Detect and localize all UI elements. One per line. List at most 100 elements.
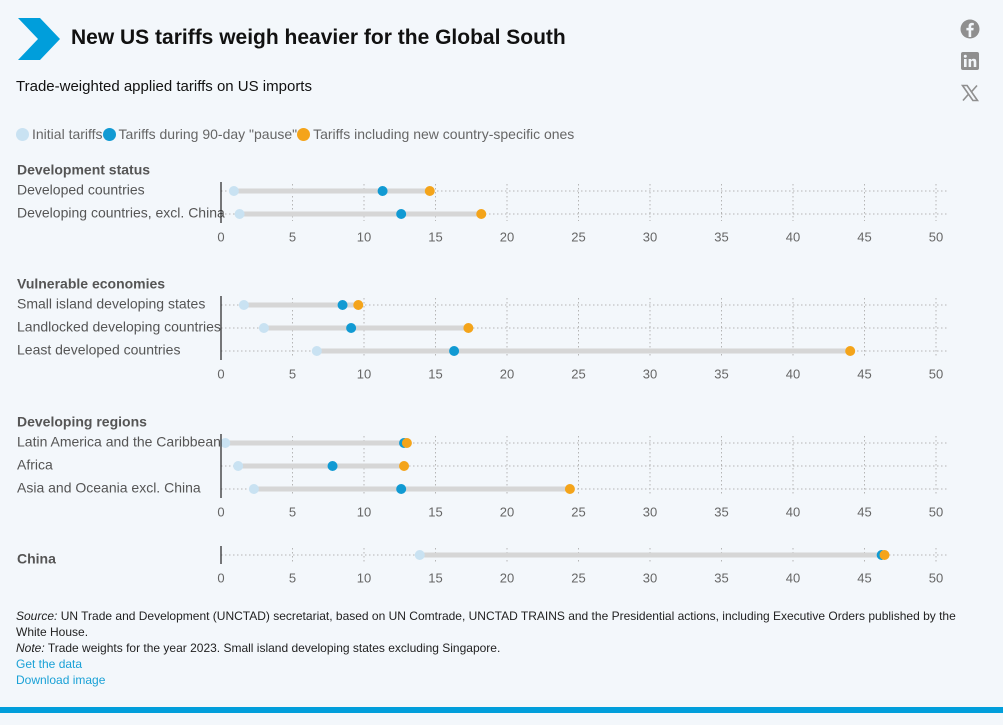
x-tick-label: 30 [643, 229, 657, 244]
note-line: Note: Trade weights for the year 2023. S… [16, 640, 976, 656]
x-tick-label: 25 [571, 570, 585, 585]
dot-initial [248, 484, 259, 494]
legend-label: Initial tariffs [32, 126, 103, 142]
source-text: UN Trade and Development (UNCTAD) secret… [16, 609, 956, 639]
dot-initial [234, 209, 245, 219]
dot-new [424, 186, 435, 196]
x-tick-label: 40 [786, 504, 800, 519]
x-tick-label: 10 [357, 504, 371, 519]
x-tick-label: 25 [571, 229, 585, 244]
x-tick-label: 35 [714, 570, 728, 585]
x-tick-label: 20 [500, 570, 514, 585]
x-tick-label: 35 [714, 229, 728, 244]
bottom-accent-bar [0, 707, 1003, 713]
dot-pause [396, 484, 407, 494]
x-tick-label: 50 [929, 229, 943, 244]
x-tick-label: 35 [714, 366, 728, 381]
x-tick-label: 0 [217, 366, 224, 381]
x-tick-label: 5 [289, 570, 296, 585]
source-line: Source: UN Trade and Development (UNCTAD… [16, 608, 976, 640]
x-tick-label: 45 [857, 366, 871, 381]
dot-initial [414, 550, 425, 560]
legend-marker-new [297, 127, 311, 141]
x-tick-label: 40 [786, 366, 800, 381]
x-tick-label: 15 [428, 229, 442, 244]
dot-initial [228, 186, 239, 196]
x-tick-label: 30 [643, 366, 657, 381]
x-tick-label: 30 [643, 504, 657, 519]
get-data-link[interactable]: Get the data [16, 657, 83, 671]
dot-initial [258, 323, 269, 333]
chart-footer: Source: UN Trade and Development (UNCTAD… [16, 608, 976, 688]
dot-initial [311, 346, 322, 356]
x-tick-label: 50 [929, 366, 943, 381]
dot-initial [233, 461, 244, 471]
legend-marker-initial [16, 127, 29, 141]
dot-pause [377, 186, 388, 196]
source-label: Source: [16, 609, 58, 623]
x-tick-label: 25 [571, 504, 585, 519]
x-tick-label: 15 [428, 570, 442, 585]
dot-initial [238, 300, 249, 310]
dot-pause [337, 300, 348, 310]
x-icon[interactable] [959, 82, 981, 104]
x-tick-label: 10 [357, 366, 371, 381]
x-tick-label: 5 [289, 504, 296, 519]
dot-new [879, 550, 890, 560]
dot-initial [220, 438, 231, 448]
row-label: Developed countries [17, 182, 145, 198]
legend-label: Tariffs including new country-specific o… [313, 126, 575, 142]
row-label: Landlocked developing countries [17, 319, 221, 335]
dot-pause [396, 209, 407, 219]
row-label: Asia and Oceania excl. China [17, 480, 201, 496]
note-label: Note: [16, 641, 45, 655]
x-tick-label: 50 [929, 570, 943, 585]
x-tick-label: 50 [929, 504, 943, 519]
x-tick-label: 10 [357, 229, 371, 244]
x-tick-label: 45 [857, 504, 871, 519]
dot-new [845, 346, 856, 356]
dot-new [399, 461, 410, 471]
legend-label: Tariffs during 90-day "pause" [118, 126, 298, 142]
dot-pause [449, 346, 460, 356]
x-tick-label: 45 [857, 229, 871, 244]
x-tick-label: 20 [500, 366, 514, 381]
dot-new [401, 438, 412, 448]
x-tick-label: 40 [786, 570, 800, 585]
dot-new [476, 209, 487, 219]
legend-item-pause: Tariffs during 90-day "pause" [102, 126, 298, 142]
dot-new [353, 300, 364, 310]
legend-item-initial: Initial tariffs [16, 126, 103, 142]
x-tick-label: 45 [857, 570, 871, 585]
x-tick-label: 0 [217, 504, 224, 519]
legend-marker-pause [102, 127, 116, 141]
x-tick-label: 0 [217, 570, 224, 585]
x-tick-label: 15 [428, 366, 442, 381]
download-image-link[interactable]: Download image [16, 673, 106, 687]
x-tick-label: 20 [500, 504, 514, 519]
dot-new [564, 484, 575, 494]
linkedin-icon[interactable] [959, 50, 981, 72]
row-label: Latin America and the Caribbean [17, 434, 221, 450]
row-label: Least developed countries [17, 342, 180, 358]
chart-legend: Initial tariffs Tariffs during 90-day "p… [16, 124, 574, 144]
chart-title: New US tariffs weigh heavier for the Glo… [71, 26, 566, 49]
chart-subtitle: Trade-weighted applied tariffs on US imp… [16, 78, 312, 95]
dot-pause [327, 461, 338, 471]
group-title: Vulnerable economies [17, 276, 165, 292]
row-label: Developing countries, excl. China [17, 205, 225, 221]
x-tick-label: 0 [217, 229, 224, 244]
x-tick-label: 40 [786, 229, 800, 244]
group-title: China [17, 551, 56, 567]
dot-pause [346, 323, 357, 333]
facebook-icon[interactable] [959, 18, 981, 40]
row-label: Africa [17, 457, 53, 473]
group-title: Development status [17, 162, 150, 178]
group-title: Developing regions [17, 414, 147, 430]
x-tick-label: 5 [289, 366, 296, 381]
dumbbell-chart: Development status Developed countries Dev… [17, 162, 948, 585]
note-text: Trade weights for the year 2023. Small i… [47, 641, 501, 655]
x-tick-label: 35 [714, 504, 728, 519]
x-tick-label: 30 [643, 570, 657, 585]
x-tick-label: 20 [500, 229, 514, 244]
